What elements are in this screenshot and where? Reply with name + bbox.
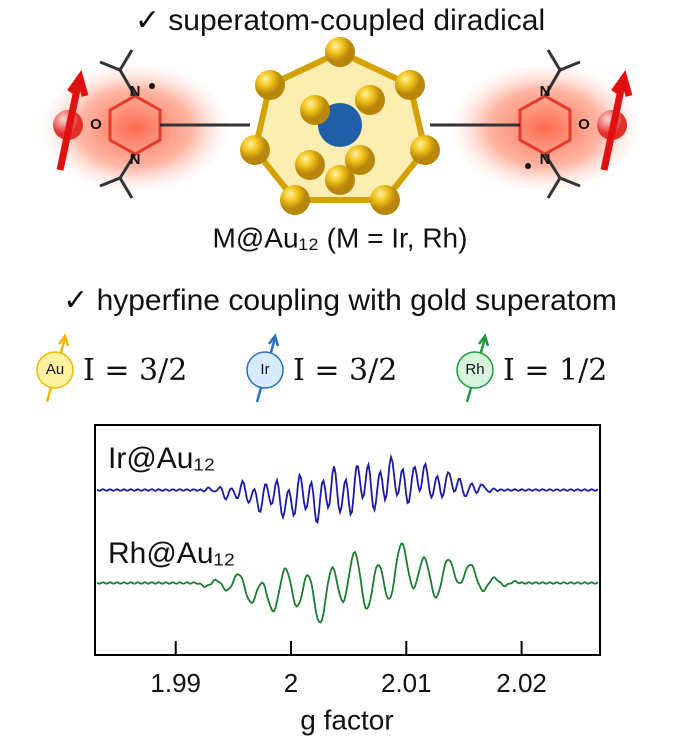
plot-frame: [94, 424, 601, 656]
isopropyl: [99, 49, 581, 199]
spectrum-trace: [96, 453, 599, 525]
glow-left: [40, 63, 230, 193]
gold-atom: [355, 85, 385, 115]
series-label: Ir@Au₁₂: [108, 442, 215, 475]
atom-label: N: [540, 151, 551, 168]
spin-arrow-head: [58, 333, 70, 347]
series-label: Rh@Au₁₂: [108, 537, 235, 570]
radical-dot: [525, 163, 531, 169]
gold-atom: [410, 135, 440, 165]
x-tick-label: 2.01: [381, 668, 432, 698]
atom-label: N: [130, 151, 141, 168]
spin-arrow-head: [268, 333, 280, 347]
atom-label: N: [130, 83, 141, 100]
gold-atom: [325, 37, 355, 67]
spin-arrow-right: [600, 70, 633, 171]
spin-label: I = 3/2: [293, 353, 397, 388]
atom-label: O: [90, 116, 102, 133]
gold-atom: [395, 70, 425, 100]
spin-arrow-left: [56, 70, 89, 171]
gold-atom: [280, 185, 310, 215]
atom-label: N: [540, 83, 551, 100]
element-label: Au: [46, 361, 64, 378]
gold-atom: [325, 165, 355, 195]
x-tick-label: 2: [284, 668, 298, 698]
gold-atom: [345, 145, 375, 175]
x-tick-label: 2.02: [496, 668, 547, 698]
atom-label: O: [578, 116, 590, 133]
spin-label: I = 1/2: [503, 353, 607, 388]
gold-atom: [240, 135, 270, 165]
glow-right: [450, 63, 640, 193]
spectrum-trace: [96, 542, 599, 624]
gold-atom: [300, 95, 330, 125]
element-label: Rh: [465, 361, 484, 378]
molecule-label: M@Au₁₂ (M = Ir, Rh): [213, 222, 468, 253]
radical-dot: [149, 83, 155, 89]
x-tick-label: 1.99: [150, 668, 201, 698]
gold-atom: [370, 185, 400, 215]
element-badge: [456, 351, 494, 389]
spin-arrow-head: [478, 333, 490, 347]
gold-cluster: [240, 37, 440, 215]
element-badge: [36, 351, 74, 389]
x-axis-label: g factor: [300, 704, 393, 735]
element-badge: [246, 351, 284, 389]
element-label: Ir: [260, 361, 269, 378]
gold-atom: [295, 150, 325, 180]
subtitle: ✓ hyperfine coupling with gold superatom: [63, 284, 617, 317]
spin-label: I = 3/2: [83, 353, 187, 388]
title: ✓ superatom-coupled diradical: [135, 4, 545, 37]
gold-atom: [255, 70, 285, 100]
